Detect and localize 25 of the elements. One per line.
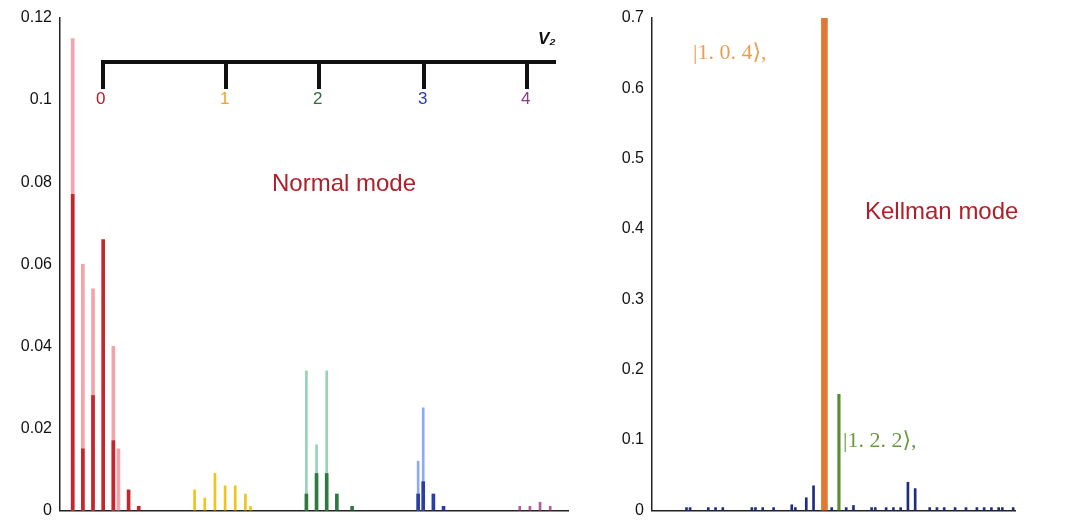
annotation: Normal mode [272,169,417,197]
annotation: |1. 2. 2⟩, [843,427,917,453]
annotation: 2 [313,89,323,109]
y-tick-label: 0.6 [621,78,645,96]
annotation: 4 [521,89,531,109]
y-tick-label: 0.08 [20,172,53,190]
annotation: 1 [220,89,230,109]
y-tick-label: 0.4 [621,219,645,237]
y-tick-label: 0 [43,500,53,518]
y-tick-label: 0.04 [20,336,53,354]
y-tick-label: 0.2 [621,360,645,378]
y-tick-label: 0.1 [29,90,53,108]
annotation: |1. 0. 4⟩, [693,39,767,65]
annotation: Kellman mode [865,197,1019,225]
annotation: 3 [418,89,428,109]
y-tick-label: 0.7 [621,8,645,26]
y-tick-label: 0.5 [621,149,645,167]
y-tick-label: 0.12 [20,8,53,26]
annotation: 0 [96,89,106,109]
y-tick-label: 0.1 [621,430,645,448]
y-tick-label: 0.3 [621,289,645,307]
y-tick-label: 0 [635,500,645,518]
y-tick-label: 0.06 [20,254,53,272]
y-tick-label: 0.02 [20,418,53,436]
annotation: V₂ [538,29,556,49]
